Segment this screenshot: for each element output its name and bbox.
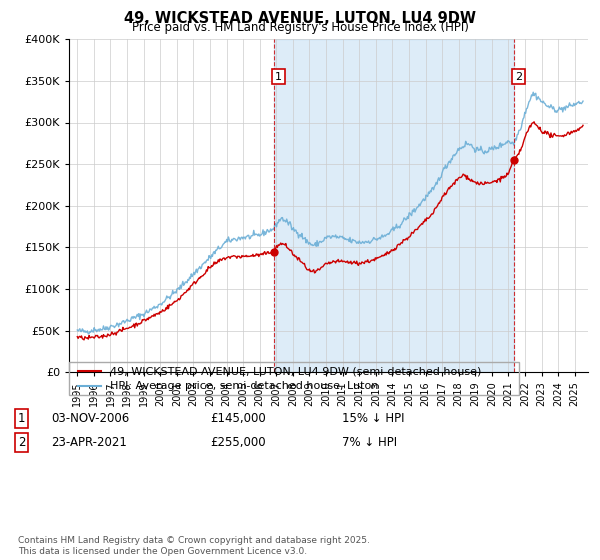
Text: Contains HM Land Registry data © Crown copyright and database right 2025.
This d: Contains HM Land Registry data © Crown c…	[18, 536, 370, 556]
Text: 2: 2	[18, 436, 25, 449]
Text: 03-NOV-2006: 03-NOV-2006	[51, 412, 129, 426]
Bar	[274, 39, 514, 372]
Text: 49, WICKSTEAD AVENUE, LUTON, LU4 9DW: 49, WICKSTEAD AVENUE, LUTON, LU4 9DW	[124, 11, 476, 26]
Text: HPI: Average price, semi-detached house, Luton: HPI: Average price, semi-detached house,…	[110, 381, 378, 391]
Text: 1: 1	[18, 412, 25, 426]
Text: £255,000: £255,000	[210, 436, 266, 449]
Text: 2: 2	[515, 72, 523, 82]
Text: 1: 1	[275, 72, 282, 82]
Text: 23-APR-2021: 23-APR-2021	[51, 436, 127, 449]
Text: 15% ↓ HPI: 15% ↓ HPI	[342, 412, 404, 426]
Text: 7% ↓ HPI: 7% ↓ HPI	[342, 436, 397, 449]
Text: 49, WICKSTEAD AVENUE, LUTON, LU4 9DW (semi-detached house): 49, WICKSTEAD AVENUE, LUTON, LU4 9DW (se…	[110, 366, 481, 376]
Text: Price paid vs. HM Land Registry's House Price Index (HPI): Price paid vs. HM Land Registry's House …	[131, 21, 469, 34]
Text: £145,000: £145,000	[210, 412, 266, 426]
